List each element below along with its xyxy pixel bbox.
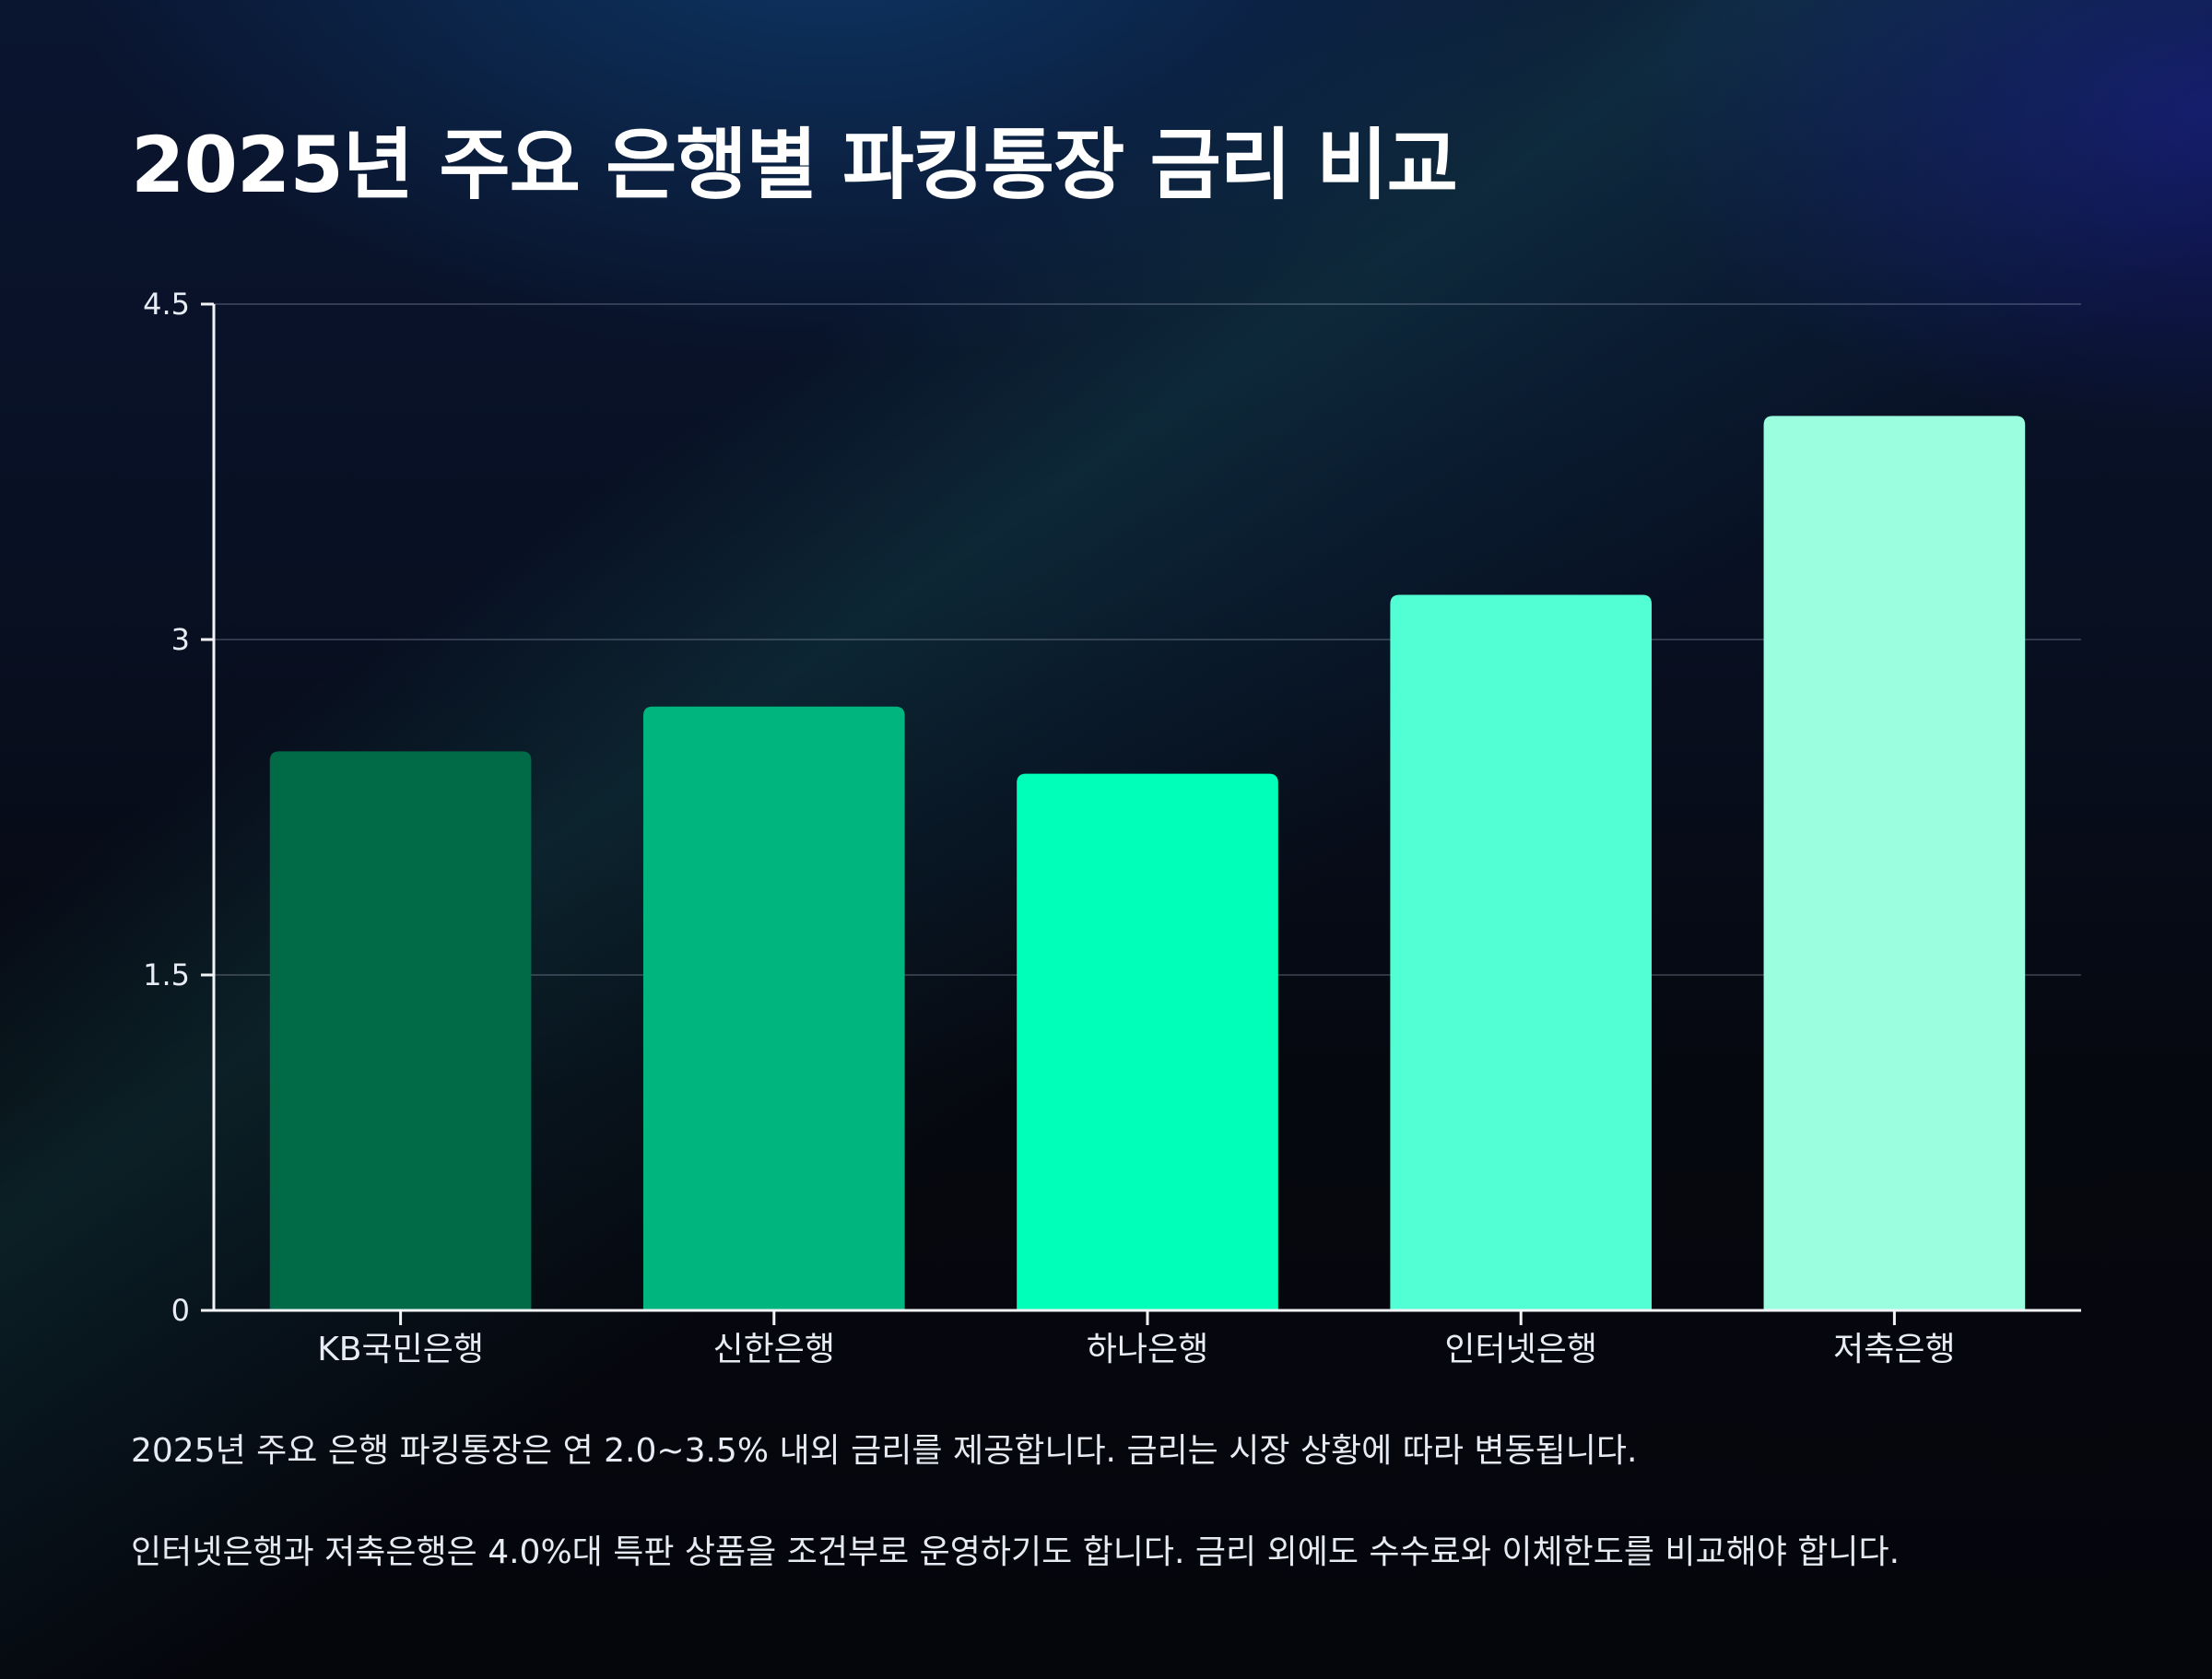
y-tick-label: 3 bbox=[171, 622, 190, 657]
y-tick-label: 4.5 bbox=[143, 287, 190, 322]
y-axis-ticks: 0 1.5 3 4.5 bbox=[143, 287, 214, 1328]
bars bbox=[269, 416, 2026, 1310]
y-tick-label: 0 bbox=[171, 1293, 190, 1328]
bar bbox=[1763, 416, 2026, 1310]
bar bbox=[1017, 773, 1278, 1310]
x-tick-label: KB국민은행 bbox=[317, 1331, 484, 1368]
x-axis-ticks: KB국민은행 신한은행 하나은행 인터넷은행 저축은행 bbox=[317, 1310, 1956, 1368]
description-line-1: 2025년 주요 은행 파킹통장은 연 2.0~3.5% 내외 금리를 제공합니… bbox=[131, 1432, 1638, 1470]
x-tick-label: 신한은행 bbox=[713, 1331, 835, 1368]
description-line-2: 인터넷은행과 저축은행은 4.0%대 특판 상품을 조건부로 운영하기도 합니다… bbox=[131, 1533, 1900, 1571]
x-tick-label: 저축은행 bbox=[1833, 1331, 1955, 1368]
x-tick-label: 인터넷은행 bbox=[1444, 1331, 1597, 1368]
x-tick-label: 하나은행 bbox=[1087, 1331, 1208, 1368]
bar bbox=[642, 706, 905, 1310]
y-tick-label: 1.5 bbox=[143, 957, 190, 992]
chart-title: 2025년 주요 은행별 파킹통장 금리 비교 bbox=[131, 120, 1458, 210]
bar bbox=[1390, 594, 1653, 1310]
bar bbox=[269, 751, 532, 1310]
